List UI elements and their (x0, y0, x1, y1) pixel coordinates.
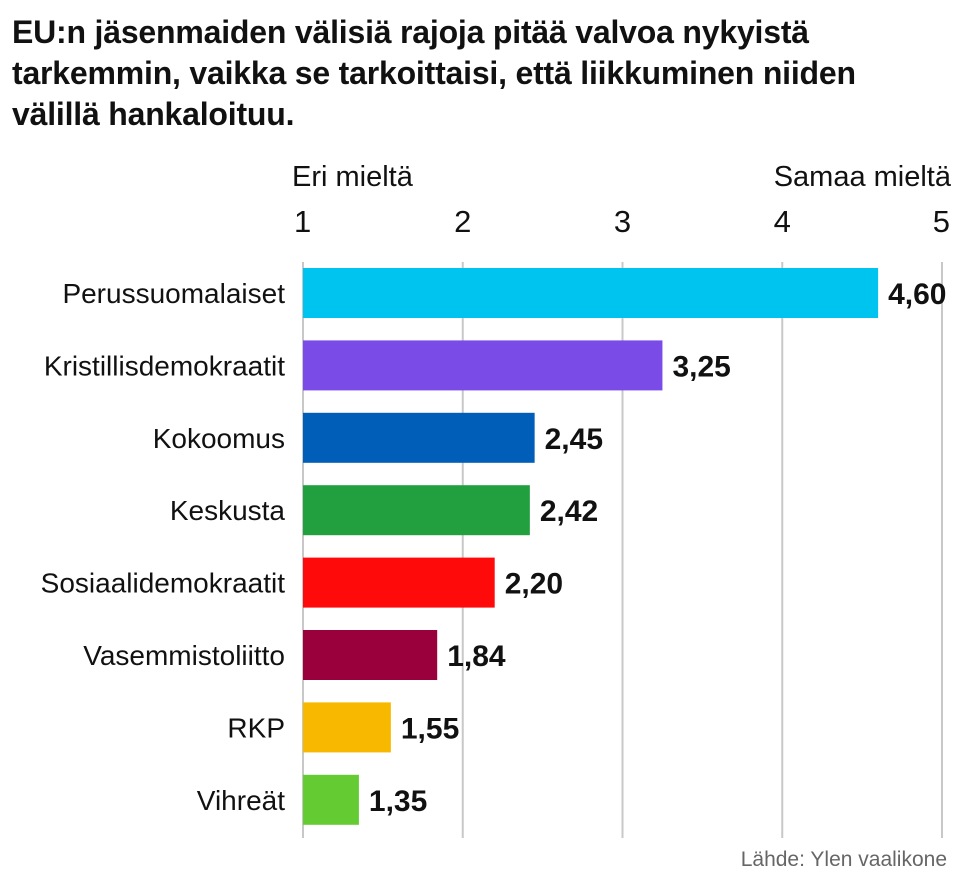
x-tick-label: 1 (294, 204, 311, 239)
value-label: 2,42 (540, 495, 598, 528)
bar (303, 630, 438, 680)
chart-title: EU:n jäsenmaiden välisiä rajoja pitää va… (12, 14, 856, 132)
axis-left-label: Eri mieltä (292, 161, 413, 193)
value-label: 3,25 (672, 350, 730, 383)
axis-right-label: Samaa mieltä (773, 161, 951, 193)
value-label: 2,20 (505, 568, 563, 601)
category-label: Vasemmistoliitto (83, 640, 285, 671)
bar (303, 268, 879, 318)
category-label: Vihreät (197, 785, 285, 816)
category-label: Sosiaalidemokraatit (41, 568, 286, 599)
value-label: 4,60 (888, 278, 946, 311)
x-tick-label: 5 (933, 204, 950, 239)
value-label: 1,84 (447, 640, 506, 673)
bar (303, 557, 495, 608)
category-label: Kristillisdemokraatit (44, 350, 285, 381)
source-note: Lähde: Ylen vaalikone (740, 848, 947, 871)
value-label: 2,45 (545, 423, 603, 456)
bar (303, 702, 391, 753)
value-label: 1,35 (369, 785, 427, 818)
category-label: Kokoomus (153, 423, 285, 454)
bar (303, 485, 530, 536)
category-label: Keskusta (170, 495, 286, 526)
bar (303, 412, 535, 463)
x-tick-label: 2 (454, 204, 471, 239)
bar (303, 340, 663, 391)
value-label: 1,55 (401, 712, 459, 745)
category-label: RKP (227, 712, 285, 743)
x-tick-label: 3 (614, 204, 631, 239)
bar (303, 774, 359, 825)
x-tick-label: 4 (774, 204, 791, 239)
category-label: Perussuomalaiset (62, 278, 285, 309)
